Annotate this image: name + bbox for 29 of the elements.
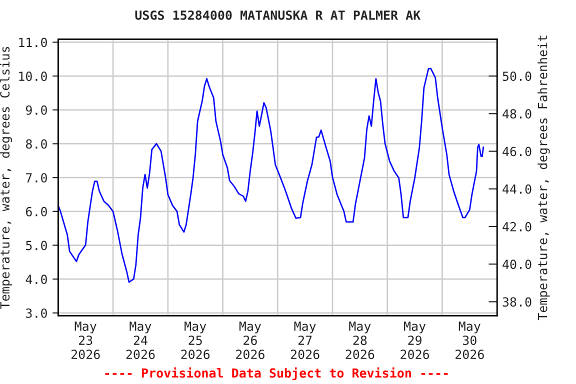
y-tick-label: 6.0 bbox=[26, 206, 47, 216]
x-tick-label: May 27 2026 bbox=[290, 322, 320, 360]
line-series bbox=[58, 68, 484, 283]
y-tick-label: 11.0 bbox=[19, 38, 47, 48]
x-tick-label: May 23 2026 bbox=[71, 322, 100, 360]
text: ---- Provisional Data Subject to Revision ---- bbox=[105, 367, 448, 380]
x-tick-label: May 30 2026 bbox=[456, 322, 484, 360]
y-tick-label: 5.0 bbox=[26, 240, 47, 250]
x-tick-label: May 28 2026 bbox=[346, 322, 374, 360]
y-tick-label: 4.0 bbox=[26, 274, 47, 284]
y2-tick-label: 38.0 bbox=[502, 297, 532, 307]
y-tick-label: 10.0 bbox=[19, 72, 47, 82]
y2-tick-label: 48.0 bbox=[502, 109, 532, 119]
y2-tick-label: 42.0 bbox=[502, 222, 532, 232]
y-tick-label: 3.0 bbox=[26, 308, 47, 318]
y-tick-label: 9.0 bbox=[26, 105, 47, 115]
y-tick-label: 8.0 bbox=[26, 139, 47, 149]
y2-tick-label: 40.0 bbox=[502, 260, 532, 270]
y2-axis-title: Temperature, water, degrees Fahrenheit bbox=[538, 36, 550, 320]
y2-tick-label: 46.0 bbox=[502, 146, 532, 156]
x-tick-label: May 29 2026 bbox=[400, 322, 430, 360]
x-tick-label: May 24 2026 bbox=[126, 322, 155, 360]
y2-tick-label: 44.0 bbox=[502, 184, 532, 194]
y-axis-title: Temperature, water, degrees Celsius bbox=[0, 46, 12, 309]
y-tick-label: 7.0 bbox=[26, 173, 47, 183]
chart-title: USGS 15284000 MATANUSKA R AT PALMER AK bbox=[135, 10, 421, 20]
x-tick-label: May 26 2026 bbox=[236, 322, 264, 360]
y2-tick-label: 50.0 bbox=[502, 72, 532, 81]
x-tick-label: May 25 2026 bbox=[181, 322, 210, 360]
